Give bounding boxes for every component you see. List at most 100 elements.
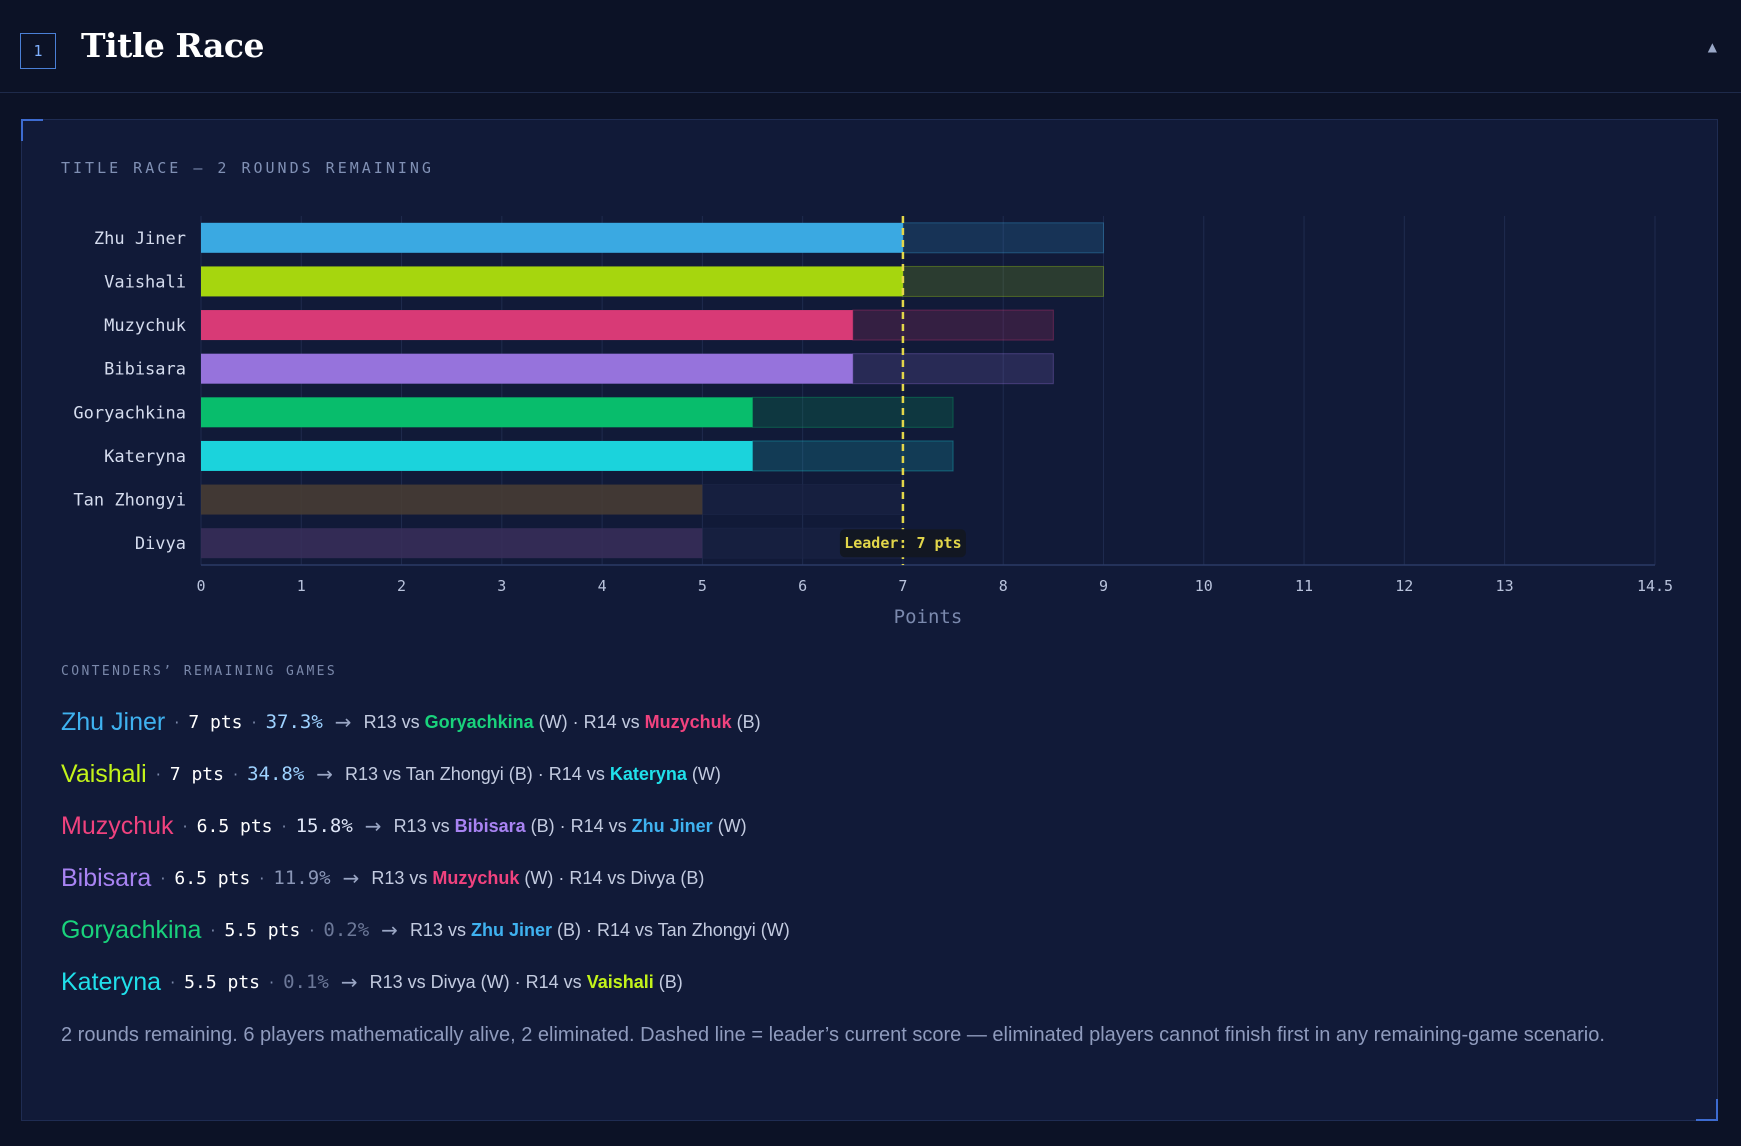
separator-dot: · (281, 816, 287, 836)
separator-dot: · (309, 920, 315, 940)
bar-max-range (701, 484, 904, 516)
contender-row: Goryachkina · 5.5 pts · 0.2% → R13 vs Zhu Jine… (61, 904, 1681, 956)
remaining-games: R13 vs Goryachkina (W) · R14 vs Muzychuk… (364, 712, 761, 733)
game-text: R13 vs (393, 815, 455, 836)
remaining-games: R13 vs Bibisara (B) · R14 vs Zhu Jiner (… (394, 816, 747, 837)
bar-max-range (852, 353, 1054, 385)
separator-dot: · (182, 816, 188, 836)
game-text: R13 vs Divya (W) · (369, 971, 526, 992)
x-tick-label: 8 (999, 577, 1008, 595)
x-tick-label: 12 (1395, 577, 1413, 595)
win-probability: 15.8% (295, 815, 353, 837)
contender-points: 7 pts (188, 711, 243, 733)
separator-dot: · (251, 712, 257, 732)
x-tick-label: 10 (1195, 577, 1213, 595)
x-tick-label: 3 (497, 577, 506, 595)
game-text: (W) · (519, 867, 570, 888)
contender-name: Muzychuk (61, 811, 174, 840)
game-text: (B) · (525, 815, 571, 836)
x-axis-label: Points (894, 606, 963, 628)
contender-name: Vaishali (61, 759, 147, 788)
y-category-label: Goryachkina (73, 403, 186, 423)
x-tick-label: 13 (1496, 577, 1514, 595)
opponent-name: Muzychuk (644, 711, 732, 732)
bar-current (201, 266, 903, 297)
arrow-right-icon: → (381, 918, 398, 942)
bar-max-range (902, 222, 1104, 254)
game-text: R14 vs Divya (B) (569, 867, 705, 888)
game-text: R14 vs (548, 763, 610, 784)
remaining-games: R13 vs Zhu Jiner (B) · R14 vs Tan Zhongy… (410, 920, 790, 941)
contender-row: Kateryna · 5.5 pts · 0.1% → R13 vs Divya (W) ·… (61, 956, 1681, 1008)
y-category-label: Kateryna (104, 447, 186, 467)
contender-row: Muzychuk · 6.5 pts · 15.8% → R13 vs Bibisara (… (61, 800, 1681, 852)
opponent-name: Zhu Jiner (470, 919, 552, 940)
x-tick-label: 2 (397, 577, 406, 595)
x-tick-label: 11 (1295, 577, 1313, 595)
x-tick-label: 9 (1099, 577, 1108, 595)
y-category-label: Tan Zhongyi (73, 491, 186, 511)
bar-max-range (752, 440, 954, 472)
game-text: R13 vs (409, 919, 471, 940)
contender-points: 6.5 pts (196, 815, 273, 837)
game-text: (W) (712, 815, 747, 836)
section-header: 1 Title Race ▲ (0, 0, 1741, 93)
triangle-up-icon[interactable]: ▲ (1707, 40, 1717, 54)
remaining-games: R13 vs Tan Zhongyi (B) · R14 vs Kateryna… (345, 764, 721, 785)
x-tick-label: 4 (598, 577, 607, 595)
game-text: (W) · (533, 711, 584, 732)
bar-current (201, 353, 853, 384)
section-title: Title Race (81, 26, 265, 65)
contenders-list: Zhu Jiner · 7 pts · 37.3% → R13 vs Goryachkina… (61, 696, 1681, 1008)
win-probability: 34.8% (247, 763, 305, 785)
contender-row: Bibisara · 6.5 pts · 11.9% → R13 vs Muzychuk (… (61, 852, 1681, 904)
separator-dot: · (174, 712, 180, 732)
contender-row: Zhu Jiner · 7 pts · 37.3% → R13 vs Goryachkina… (61, 696, 1681, 748)
contender-points: 5.5 pts (224, 919, 301, 941)
contender-row: Vaishali · 7 pts · 34.8% → R13 vs Tan Zhongyi … (61, 748, 1681, 800)
separator-dot: · (155, 764, 161, 784)
game-text: R13 vs Tan Zhongyi (B) · (345, 763, 549, 784)
bar-current (201, 222, 903, 253)
win-probability: 37.3% (265, 711, 323, 733)
y-category-label: Divya (135, 534, 186, 554)
contender-name: Kateryna (61, 967, 162, 996)
opponent-name: Kateryna (609, 763, 687, 784)
win-probability: 0.1% (283, 971, 329, 993)
corner-decoration (21, 119, 43, 141)
opponent-name: Muzychuk (432, 867, 520, 888)
bar-current (201, 397, 753, 428)
contenders-title: CONTENDERS’ REMAINING GAMES (61, 664, 338, 679)
contender-name: Bibisara (61, 863, 152, 892)
separator-dot: · (210, 920, 216, 940)
game-text: (W) (686, 763, 721, 784)
x-tick-label: 0 (196, 577, 205, 595)
x-tick-label: 6 (798, 577, 807, 595)
x-tick-label: 1 (297, 577, 306, 595)
game-text: (B) (731, 711, 761, 732)
arrow-right-icon: → (340, 970, 358, 994)
game-text: R13 vs (363, 711, 425, 732)
bar-current (201, 440, 753, 471)
bar-current (201, 528, 703, 559)
win-probability: 0.2% (323, 919, 370, 941)
game-text: (B) (653, 971, 683, 992)
arrow-right-icon: → (316, 762, 334, 786)
y-category-label: Bibisara (104, 360, 186, 380)
remaining-games: R13 vs Divya (W) · R14 vs Vaishali (B) (370, 972, 683, 993)
game-text: R14 vs Tan Zhongyi (W) (596, 919, 790, 940)
arrow-right-icon: → (364, 814, 382, 838)
bar-max-range (752, 396, 954, 428)
x-tick-label: 7 (898, 577, 907, 595)
arrow-right-icon: → (334, 710, 352, 734)
x-tick-label: 14.5 (1637, 577, 1673, 595)
bar-max-range (852, 309, 1054, 341)
game-text: R14 vs (525, 971, 587, 992)
game-text: R14 vs (570, 815, 632, 836)
chart-note: 2 rounds remaining. 6 players mathematic… (61, 1024, 1605, 1046)
arrow-right-icon: → (342, 866, 360, 890)
bar-max-range (902, 265, 1104, 297)
opponent-name: Goryachkina (424, 711, 534, 732)
